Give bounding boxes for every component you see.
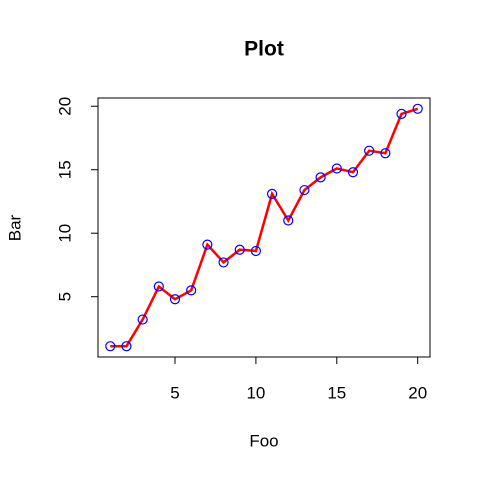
data-point <box>364 145 375 156</box>
data-point <box>105 341 116 352</box>
data-point <box>396 108 407 119</box>
x-tick-label: 15 <box>327 383 346 402</box>
data-point <box>186 285 197 296</box>
y-tick-label: 10 <box>55 224 74 243</box>
data-point <box>299 184 310 196</box>
x-tick-label: 20 <box>408 383 427 402</box>
data-point <box>347 167 359 178</box>
data-point <box>121 341 132 352</box>
data-point <box>412 103 423 114</box>
data-point <box>266 188 278 199</box>
x-tick-label: 10 <box>246 383 265 402</box>
y-axis-label: Bar <box>5 214 24 241</box>
x-tick-label: 5 <box>170 383 179 402</box>
data-point <box>137 314 148 325</box>
data-point <box>218 257 229 268</box>
data-point <box>202 239 213 250</box>
data-point <box>315 172 326 183</box>
chart-title: Plot <box>244 38 284 61</box>
data-point <box>153 281 164 292</box>
data-point <box>250 245 262 257</box>
data-point <box>283 215 294 226</box>
y-tick-label: 5 <box>55 292 74 301</box>
x-axis-label: Foo <box>249 431 278 450</box>
data-point <box>331 163 342 174</box>
y-tick-label: 20 <box>55 97 74 116</box>
data-point <box>234 244 245 255</box>
y-tick-label: 15 <box>55 160 74 179</box>
data-point <box>380 148 391 159</box>
data-point <box>169 294 181 305</box>
